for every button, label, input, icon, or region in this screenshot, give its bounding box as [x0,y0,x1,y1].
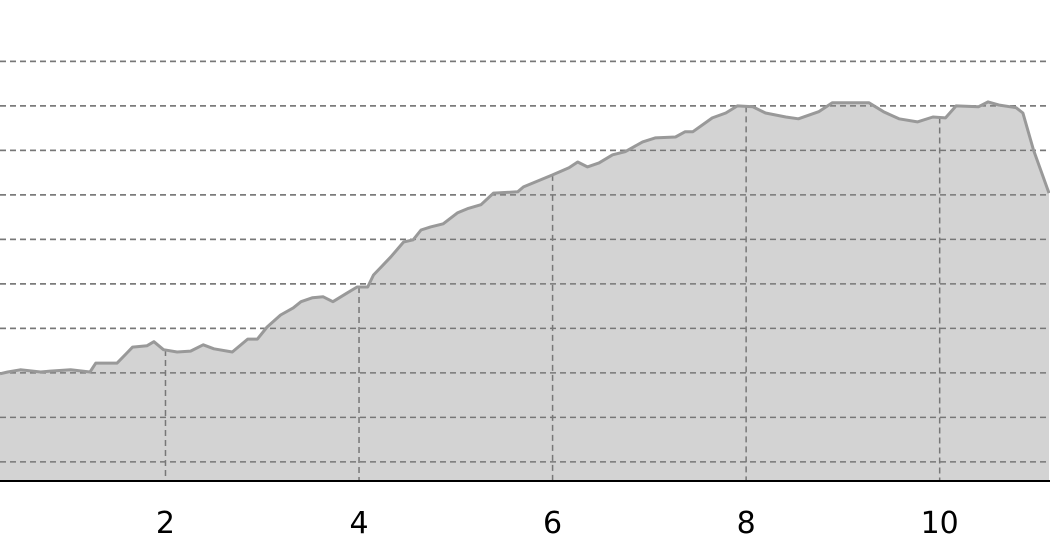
x-tick-label: 8 [737,506,756,541]
area-fill [0,101,1050,482]
x-tick-label: 4 [349,506,368,541]
series-line [0,100,1050,376]
x-tick-label: 10 [921,506,959,541]
x-tick-labels: 2 4 6 8 10 [156,506,959,541]
x-tick-label: 6 [543,506,562,541]
x-tick-label: 2 [156,506,175,541]
